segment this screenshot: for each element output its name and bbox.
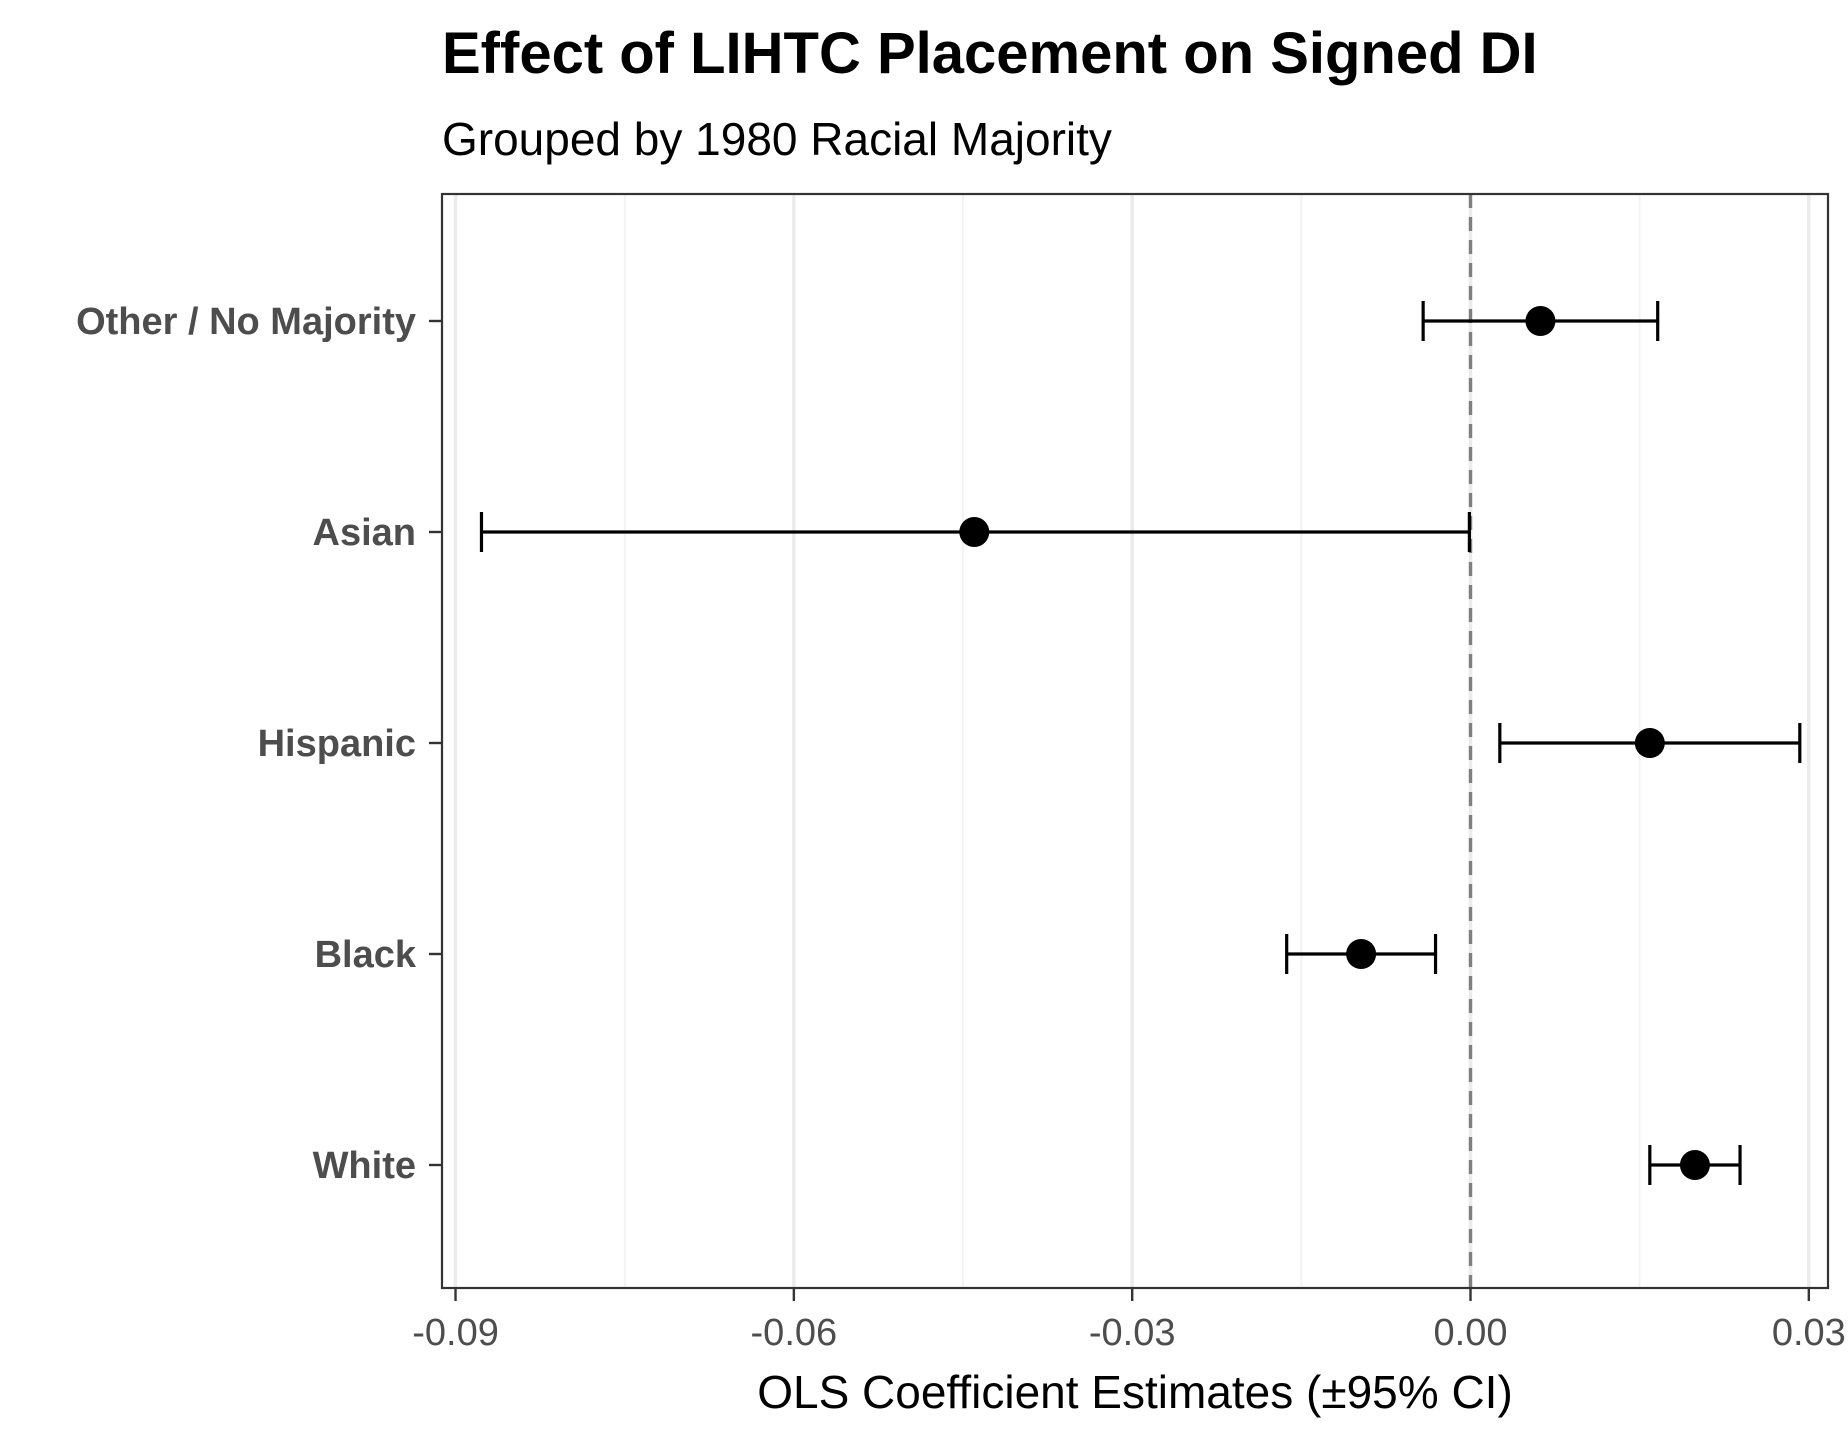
x-tick-label: 0.03 bbox=[1772, 1312, 1846, 1354]
x-tick-label: -0.09 bbox=[412, 1312, 499, 1354]
x-tick-label: -0.03 bbox=[1089, 1312, 1176, 1354]
y-tick-label: Black bbox=[315, 934, 417, 976]
y-tick-label: Asian bbox=[313, 512, 416, 554]
grid-lines bbox=[453, 194, 1811, 1288]
estimate-point bbox=[1634, 728, 1665, 758]
x-axis-label: OLS Coefficient Estimates (±95% CI) bbox=[757, 1366, 1513, 1418]
panel-border bbox=[440, 192, 1830, 1290]
x-axis: -0.09 -0.06 -0.03 0.00 0.03 bbox=[412, 1288, 1846, 1354]
estimate-point bbox=[1679, 1150, 1710, 1180]
y-tick-label: Other / No Majority bbox=[76, 301, 416, 343]
y-tick-label: White bbox=[313, 1145, 416, 1187]
y-tick-label: Hispanic bbox=[258, 723, 416, 765]
estimate-point bbox=[1346, 939, 1377, 969]
y-axis: Other / No Majority Asian Hispanic Black Whi… bbox=[76, 301, 442, 1187]
estimate-point bbox=[1525, 306, 1556, 336]
estimate-point bbox=[959, 517, 990, 547]
chart-title: Effect of LIHTC Placement on Signed DI bbox=[442, 21, 1538, 86]
chart-subtitle: Grouped by 1980 Racial Majority bbox=[442, 113, 1112, 165]
data-marks bbox=[479, 301, 1802, 1185]
x-tick-label: 0.00 bbox=[1434, 1312, 1508, 1354]
x-tick-label: -0.06 bbox=[751, 1312, 838, 1354]
